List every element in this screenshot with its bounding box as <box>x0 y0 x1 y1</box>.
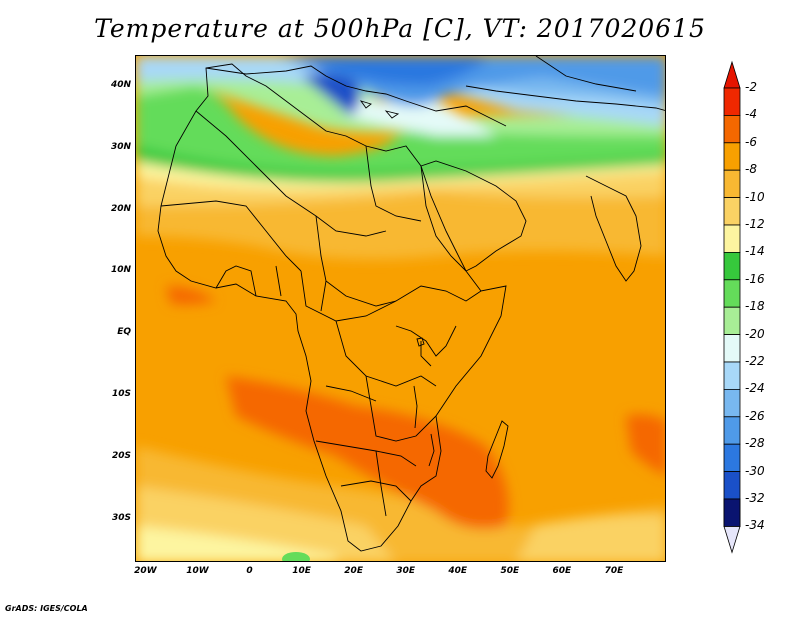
colorbar-box <box>723 142 741 171</box>
field-spot-green <box>282 552 310 561</box>
lon-label: 20W <box>134 566 157 576</box>
colorbar-box-navy <box>723 498 741 527</box>
colorbar-box <box>723 471 741 500</box>
lat-label: 30S <box>111 512 131 523</box>
colorbar-box <box>723 251 741 281</box>
colorbar-box <box>723 169 741 198</box>
colorbar-box <box>723 87 741 116</box>
colorbar-label: -30 <box>745 463 765 478</box>
colorbar-box <box>723 115 741 144</box>
field-band-minus12-south <box>136 526 336 561</box>
colorbar-label: -2 <box>745 80 757 94</box>
colorbar-box <box>723 361 741 390</box>
lon-label: 10E <box>292 566 311 576</box>
temperature-map <box>136 56 665 561</box>
chart-title: Temperature at 500hPa [C], VT: 201702061… <box>94 14 706 43</box>
field-warm-west <box>166 286 216 305</box>
field-warm-east <box>626 414 665 476</box>
field-band-minus20 <box>336 96 496 136</box>
lon-label: 30E <box>396 566 416 576</box>
lat-label: 10S <box>111 389 131 400</box>
colorbar-label: -22 <box>745 354 765 368</box>
field-band-minus26-north <box>476 56 665 96</box>
colorbar-label: -6 <box>745 134 757 149</box>
colorbar-bottom-arrow <box>723 526 741 554</box>
colorbar-label: -14 <box>745 244 765 259</box>
grads-credit: GrADS: IGES/COLA <box>5 604 88 613</box>
colorbar-box <box>723 224 741 253</box>
colorbar-label: -8 <box>745 162 757 177</box>
colorbar-label: -10 <box>745 189 765 204</box>
map-plot-area <box>135 55 666 562</box>
lon-label: 10W <box>186 566 209 576</box>
colorbar-box <box>723 197 741 226</box>
field-band-minus30 <box>301 73 360 116</box>
lat-label: 20N <box>110 203 131 214</box>
field-band-minus28 <box>286 56 496 86</box>
lon-label: 0 <box>246 566 253 576</box>
colorbar-label: -20 <box>745 326 765 341</box>
colorbar-label: -16 <box>745 271 765 286</box>
colorbar-label: -26 <box>745 408 765 423</box>
colorbar-label: -34 <box>745 518 765 533</box>
colorbar-label: -18 <box>745 299 765 314</box>
lon-label: 20E <box>344 566 363 576</box>
colorbar-label: -28 <box>745 436 765 451</box>
colorbar-label: -24 <box>745 381 765 396</box>
lon-label: 60E <box>552 566 572 576</box>
lat-label: 20S <box>111 450 131 461</box>
colorbar-box <box>723 334 741 363</box>
colorbar-label: -12 <box>745 217 765 231</box>
lat-label: EQ <box>117 327 131 338</box>
field-band-minus10-se <box>517 514 665 561</box>
colorbar-label: -4 <box>745 107 757 122</box>
colorbar-box <box>723 443 741 473</box>
coastlines <box>157 56 665 552</box>
colorbar <box>723 60 741 554</box>
colorbar-box <box>723 306 741 335</box>
lat-label: 40N <box>110 79 131 90</box>
lon-label: 50E <box>500 566 520 576</box>
lon-label: 70E <box>604 566 624 576</box>
colorbar-box <box>723 388 741 418</box>
colorbar-top-arrow <box>723 60 741 89</box>
field-warm-south-1 <box>226 376 509 529</box>
lat-label: 10N <box>110 265 131 276</box>
lat-label: 30N <box>110 141 131 152</box>
colorbar-box <box>723 416 741 445</box>
lon-label: 40E <box>448 566 468 576</box>
colorbar-box <box>723 279 741 308</box>
colorbar-label: -32 <box>745 491 765 505</box>
field-band-minus16 <box>136 66 665 172</box>
